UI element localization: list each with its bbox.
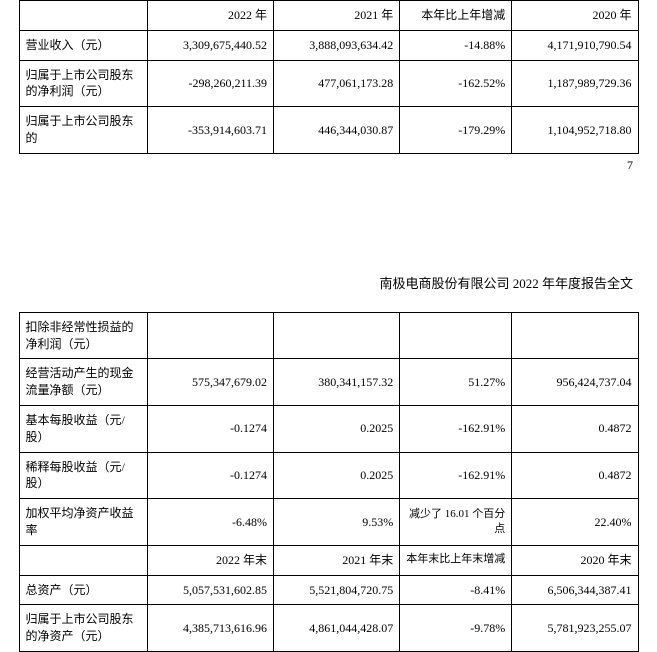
header-blank: [19, 1, 147, 31]
cell-value: 956,424,737.04: [512, 359, 638, 406]
cell-value: 3,888,093,634.42: [274, 30, 400, 60]
header-2022: 2022 年: [147, 1, 273, 31]
row-label: 稀释每股收益（元/股）: [19, 452, 147, 499]
cell-change: -162.52%: [400, 60, 512, 107]
header-2021: 2021 年: [274, 1, 400, 31]
cell-value: 4,171,910,790.54: [512, 30, 638, 60]
cell-value: [274, 312, 400, 359]
table-row: 经营活动产生的现金流量净额（元） 575,347,679.02 380,341,…: [19, 359, 638, 406]
cell-change: -14.88%: [400, 30, 512, 60]
table-row: 归属于上市公司股东的净利润（元） -298,260,211.39 477,061…: [19, 60, 638, 107]
cell-value: 4,385,713,616.96: [147, 605, 273, 652]
cell-change: 减少了 16.01 个百分点: [400, 499, 512, 546]
row-label: 归属于上市公司股东的净利润（元）: [19, 60, 147, 107]
cell-value: -6.48%: [147, 499, 273, 546]
subheader-2022: 2022 年末: [147, 545, 273, 575]
cell-change: -9.78%: [400, 605, 512, 652]
cell-value: 380,341,157.32: [274, 359, 400, 406]
cell-change: -162.91%: [400, 405, 512, 452]
subheader-2020: 2020 年末: [512, 545, 638, 575]
cell-value: 5,057,531,602.85: [147, 575, 273, 605]
cell-value: -298,260,211.39: [147, 60, 273, 107]
financial-table-1: 2022 年 2021 年 本年比上年增减 2020 年 营业收入（元） 3,3…: [19, 0, 639, 154]
cell-value: 477,061,173.28: [274, 60, 400, 107]
document-title: 南极电商股份有限公司 2022 年年度报告全文: [0, 173, 657, 312]
cell-value: 4,861,044,428.07: [274, 605, 400, 652]
cell-value: 9.53%: [274, 499, 400, 546]
subheader-change: 本年末比上年末增减: [400, 545, 512, 575]
cell-value: [512, 312, 638, 359]
row-label: 归属于上市公司股东的净资产（元）: [19, 605, 147, 652]
row-label: 加权平均净资产收益率: [19, 499, 147, 546]
cell-value: -353,914,603.71: [147, 107, 273, 154]
cell-value: -0.1274: [147, 405, 273, 452]
cell-value: 5,521,804,720.75: [274, 575, 400, 605]
row-label: 总资产（元）: [19, 575, 147, 605]
row-label: 营业收入（元）: [19, 30, 147, 60]
cell-change: -8.41%: [400, 575, 512, 605]
cell-value: 0.2025: [274, 405, 400, 452]
cell-value: 0.4872: [512, 452, 638, 499]
cell-value: 446,344,030.87: [274, 107, 400, 154]
header-2020: 2020 年: [512, 1, 638, 31]
table-header-row: 2022 年 2021 年 本年比上年增减 2020 年: [19, 1, 638, 31]
cell-change: -179.29%: [400, 107, 512, 154]
cell-value: 575,347,679.02: [147, 359, 273, 406]
table-row: 总资产（元） 5,057,531,602.85 5,521,804,720.75…: [19, 575, 638, 605]
header-change: 本年比上年增减: [400, 1, 512, 31]
cell-change: 51.27%: [400, 359, 512, 406]
financial-table-2: 扣除非经常性损益的净利润（元） 经营活动产生的现金流量净额（元） 575,347…: [19, 312, 639, 652]
row-label: 归属于上市公司股东的: [19, 107, 147, 154]
cell-value: 6,506,344,387.41: [512, 575, 638, 605]
table-row: 基本每股收益（元/股） -0.1274 0.2025 -162.91% 0.48…: [19, 405, 638, 452]
row-label: 扣除非经常性损益的净利润（元）: [19, 312, 147, 359]
document-page: 2022 年 2021 年 本年比上年增减 2020 年 营业收入（元） 3,3…: [0, 0, 657, 652]
cell-value: 1,187,989,729.36: [512, 60, 638, 107]
cell-value: 3,309,675,440.52: [147, 30, 273, 60]
cell-value: 22.40%: [512, 499, 638, 546]
cell-value: [147, 312, 273, 359]
page-number: 7: [0, 154, 657, 173]
cell-value: 0.2025: [274, 452, 400, 499]
row-label: 基本每股收益（元/股）: [19, 405, 147, 452]
table-row: 稀释每股收益（元/股） -0.1274 0.2025 -162.91% 0.48…: [19, 452, 638, 499]
subheader-blank: [19, 545, 147, 575]
table-row: 归属于上市公司股东的净资产（元） 4,385,713,616.96 4,861,…: [19, 605, 638, 652]
cell-change: [400, 312, 512, 359]
cell-change: -162.91%: [400, 452, 512, 499]
cell-value: 5,781,923,255.07: [512, 605, 638, 652]
table-row: 归属于上市公司股东的 -353,914,603.71 446,344,030.8…: [19, 107, 638, 154]
cell-value: 1,104,952,718.80: [512, 107, 638, 154]
subheader-2021: 2021 年末: [274, 545, 400, 575]
table-row: 扣除非经常性损益的净利润（元）: [19, 312, 638, 359]
cell-value: -0.1274: [147, 452, 273, 499]
table-row: 加权平均净资产收益率 -6.48% 9.53% 减少了 16.01 个百分点 2…: [19, 499, 638, 546]
table-row: 营业收入（元） 3,309,675,440.52 3,888,093,634.4…: [19, 30, 638, 60]
row-label: 经营活动产生的现金流量净额（元）: [19, 359, 147, 406]
table-subheader-row: 2022 年末 2021 年末 本年末比上年末增减 2020 年末: [19, 545, 638, 575]
cell-value: 0.4872: [512, 405, 638, 452]
